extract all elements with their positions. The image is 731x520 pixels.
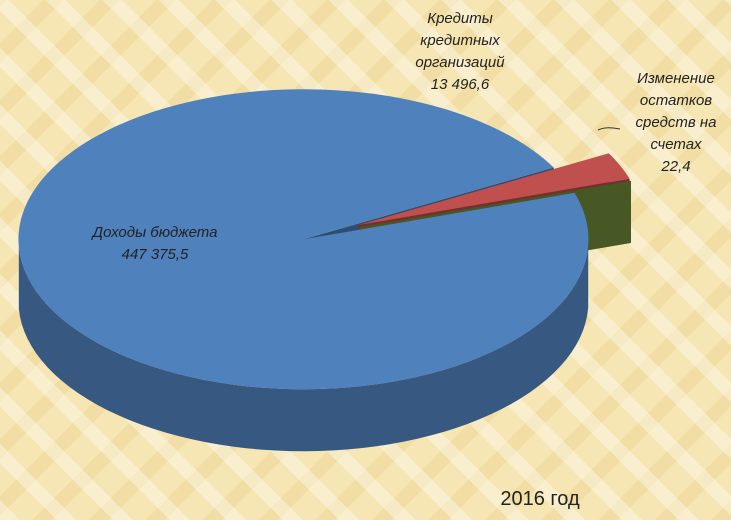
data-label: Кредиты кредитных организаций 13 496,6 bbox=[390, 8, 530, 96]
pie-slice bbox=[358, 153, 630, 226]
leader-line bbox=[597, 127, 621, 131]
value-label: 13 496,6 bbox=[430, 76, 490, 93]
pie-slice bbox=[359, 180, 631, 228]
pie-slice bbox=[18, 89, 589, 390]
data-label: Доходы бюджета 447 375,5 bbox=[80, 222, 230, 266]
slice-wall bbox=[18, 245, 589, 452]
category-label: Кредиты кредитных организаций bbox=[415, 10, 505, 71]
chart-title: 2016 год bbox=[500, 488, 580, 510]
value-label: 22,4 bbox=[661, 158, 691, 175]
category-label: Доходы бюджета bbox=[92, 224, 218, 241]
data-label: Изменение остатков средств на счетах 22,4 bbox=[620, 68, 731, 178]
category-label: Изменение остатков средств на счетах bbox=[635, 70, 717, 153]
value-label: 447 375,5 bbox=[121, 246, 189, 263]
